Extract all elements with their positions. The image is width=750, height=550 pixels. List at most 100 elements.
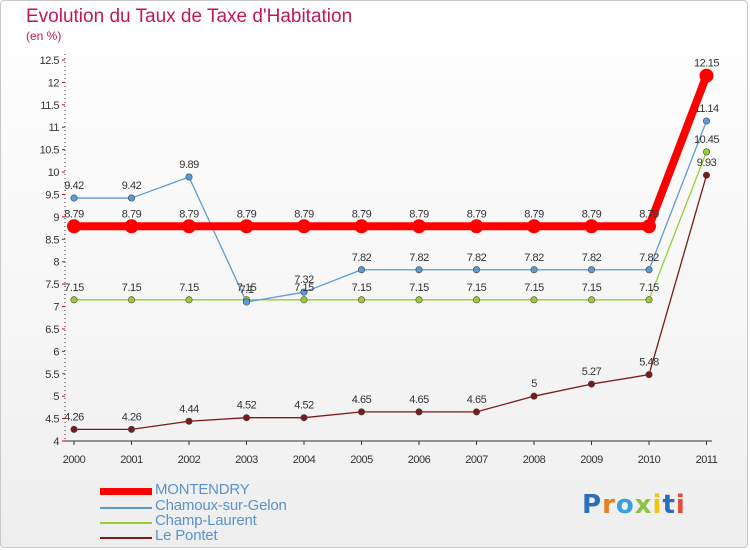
data-label: 8.79 xyxy=(409,208,429,220)
data-point xyxy=(357,266,365,274)
data-label: 4.65 xyxy=(409,394,429,406)
y-tick-label: 8.5 xyxy=(45,234,59,246)
data-point xyxy=(472,296,480,304)
data-label: 7.82 xyxy=(467,252,487,264)
proxiti-logo: Proxiti xyxy=(582,490,686,520)
data-label: 8.79 xyxy=(467,208,487,220)
y-tick-label: 11.5 xyxy=(40,100,59,112)
data-point xyxy=(357,296,365,304)
data-point xyxy=(300,288,308,296)
data-label: 5.27 xyxy=(582,366,602,378)
data-label: 7.82 xyxy=(409,252,429,264)
series-line-3 xyxy=(73,174,708,430)
data-label: 7.15 xyxy=(467,282,487,294)
data-point xyxy=(642,219,656,234)
data-point xyxy=(67,219,81,234)
data-label: 7.15 xyxy=(582,282,602,294)
data-point xyxy=(645,266,653,274)
y-tick-label: 5.5 xyxy=(45,369,59,381)
data-point xyxy=(584,219,599,234)
data-label: 7.1 xyxy=(240,284,254,296)
data-label: 7.15 xyxy=(237,282,257,294)
data-point xyxy=(70,425,78,433)
chart-subtitle: (en %) xyxy=(26,29,62,43)
x-tick-label: 2010 xyxy=(638,454,661,466)
data-label: 8.79 xyxy=(582,208,602,220)
data-label: 4.52 xyxy=(294,400,314,412)
data-point xyxy=(300,414,308,422)
data-label: 4.52 xyxy=(237,400,257,412)
x-tick-label: 2002 xyxy=(178,454,201,466)
data-point xyxy=(128,296,136,304)
data-label: 4.44 xyxy=(179,403,199,415)
data-point xyxy=(587,266,595,274)
data-label: 7.82 xyxy=(582,252,602,264)
data-label: 9.89 xyxy=(179,159,199,171)
data-point xyxy=(185,296,193,304)
y-tick-label: 6.5 xyxy=(45,324,59,336)
x-tick-label: 2005 xyxy=(350,454,373,466)
legend-swatch-chamoux xyxy=(100,507,152,509)
y-tick-label: 9 xyxy=(53,212,59,224)
data-point xyxy=(70,194,78,202)
data-label: 11.14 xyxy=(694,103,719,115)
data-point xyxy=(530,392,538,400)
y-tick-label: 5 xyxy=(53,391,59,403)
data-point xyxy=(182,219,196,234)
series-line-2 xyxy=(73,151,708,301)
data-label: 9.42 xyxy=(122,180,142,192)
data-point xyxy=(354,219,369,234)
data-label: 9.93 xyxy=(697,157,717,169)
data-label: 7.15 xyxy=(294,282,314,294)
data-label: 7.15 xyxy=(524,282,544,294)
data-label: 4.65 xyxy=(467,394,487,406)
data-point xyxy=(699,68,714,83)
x-tick-label: 2009 xyxy=(580,454,603,466)
data-label: 8.79 xyxy=(179,208,199,220)
data-label: 4.26 xyxy=(122,411,142,423)
data-label: 7.32 xyxy=(294,274,314,286)
legend-item-champ-laurent: Champ-Laurent xyxy=(100,512,360,531)
y-tick-label: 10.5 xyxy=(40,145,60,157)
y-tick-label: 7 xyxy=(53,302,59,314)
data-label: 8.79 xyxy=(524,208,544,220)
series-line-1 xyxy=(73,120,708,303)
data-point xyxy=(185,173,193,181)
data-point xyxy=(530,266,538,274)
data-label: 4.65 xyxy=(352,394,372,406)
data-label: 7.15 xyxy=(352,282,372,294)
legend-label-le-pontet: Le Pontet xyxy=(155,527,218,544)
y-tick-label: 8 xyxy=(53,257,59,269)
data-label: 8.79 xyxy=(639,208,659,220)
legend-label-champ-laurent: Champ-Laurent xyxy=(155,512,257,529)
x-tick-label: 2011 xyxy=(696,454,718,466)
data-point xyxy=(527,219,541,234)
data-point xyxy=(243,414,251,422)
data-point xyxy=(243,298,251,306)
x-tick-label: 2003 xyxy=(235,454,258,466)
data-label: 5 xyxy=(531,378,537,390)
legend-label-chamoux: Chamoux-sur-Gelon xyxy=(155,497,287,514)
y-tick-label: 4.5 xyxy=(45,414,59,426)
data-point xyxy=(472,266,480,274)
y-tick-label: 7.5 xyxy=(45,279,59,291)
x-tick-label: 2004 xyxy=(293,454,316,466)
legend-item-montendry: MONTENDRY xyxy=(100,481,360,500)
data-label: 8.79 xyxy=(352,208,372,220)
data-label: 7.82 xyxy=(639,252,659,264)
y-tick-label: 6 xyxy=(53,346,59,358)
y-tick-label: 10 xyxy=(48,167,60,179)
data-point xyxy=(702,148,710,156)
y-tick-label: 12.5 xyxy=(40,55,60,67)
data-point xyxy=(702,117,710,125)
data-point xyxy=(239,219,254,234)
data-point xyxy=(297,219,311,234)
legend-swatch-le-pontet xyxy=(100,537,152,539)
x-tick-label: 2007 xyxy=(465,454,488,466)
data-label: 8.79 xyxy=(122,208,142,220)
data-point xyxy=(185,417,193,425)
chart-title: Evolution du Taux de Taxe d'Habitation xyxy=(26,6,353,27)
x-tick-label: 2006 xyxy=(408,454,431,466)
data-point xyxy=(645,296,653,304)
